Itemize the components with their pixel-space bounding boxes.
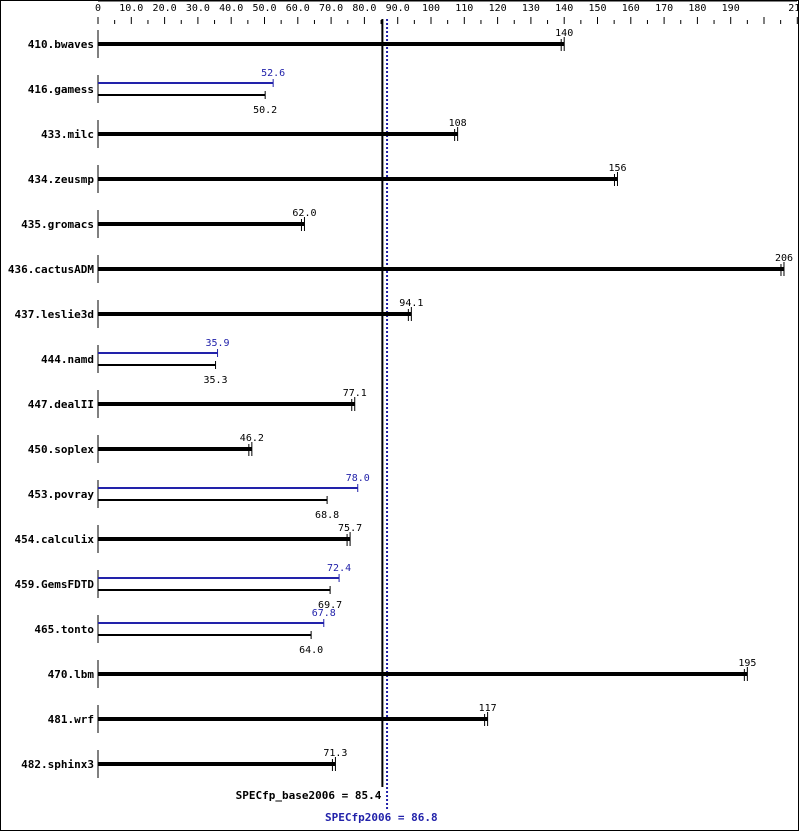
x-tick-label: 30.0: [186, 3, 210, 14]
base-value-label: 46.2: [240, 433, 264, 444]
peak-value-label: 78.0: [346, 473, 370, 484]
base-value-label: 35.3: [204, 375, 228, 386]
base-value-label: 75.7: [338, 523, 362, 534]
base-value-label: 156: [608, 163, 626, 174]
benchmark-label: 444.namd: [41, 353, 94, 366]
x-tick-label: 10.0: [119, 3, 143, 14]
x-tick-label: 80.0: [352, 3, 376, 14]
benchmark-label: 434.zeusmp: [28, 173, 95, 186]
base-value-label: 77.1: [343, 388, 367, 399]
benchmark-label: 482.sphinx3: [21, 758, 94, 771]
benchmark-label: 481.wrf: [48, 713, 94, 726]
x-tick-label: 160: [622, 3, 640, 14]
base-value-label: 117: [479, 703, 497, 714]
benchmark-label: 450.soplex: [28, 443, 95, 456]
x-tick-label: 20.0: [153, 3, 177, 14]
benchmark-label: 416.gamess: [28, 83, 94, 96]
x-tick-label: 70.0: [319, 3, 343, 14]
benchmark-label: 453.povray: [28, 488, 95, 501]
peak-value-label: 52.6: [261, 68, 285, 79]
peak-value-label: 72.4: [327, 563, 351, 574]
base-value-label: 140: [555, 28, 573, 39]
x-tick-label: 190: [722, 3, 740, 14]
x-tick-label: 110: [455, 3, 473, 14]
x-tick-label: 40.0: [219, 3, 243, 14]
x-tick-label: 180: [688, 3, 706, 14]
benchmark-label: 435.gromacs: [21, 218, 94, 231]
base-value-label: 64.0: [299, 645, 323, 656]
benchmark-label: 433.milc: [41, 128, 94, 141]
base-value-label: 62.0: [292, 208, 316, 219]
base-value-label: 69.7: [318, 600, 342, 611]
benchmark-label: 410.bwaves: [28, 38, 94, 51]
benchmark-label: 470.lbm: [48, 668, 95, 681]
base-value-label: 195: [738, 658, 756, 669]
peak-value-label: 35.9: [206, 338, 230, 349]
benchmark-label: 437.leslie3d: [15, 308, 94, 321]
base-summary-label: SPECfp_base2006 = 85.4: [236, 789, 382, 802]
benchmark-label: 465.tonto: [34, 623, 94, 636]
x-tick-label: 150: [588, 3, 606, 14]
x-tick-label: 130: [522, 3, 540, 14]
base-value-label: 50.2: [253, 105, 277, 116]
benchmark-label: 436.cactusADM: [8, 263, 94, 276]
x-tick-label: 0: [95, 3, 101, 14]
peak-value-label: 67.8: [312, 608, 336, 619]
x-tick-label: 140: [555, 3, 573, 14]
x-tick-label: 90.0: [386, 3, 410, 14]
benchmark-label: 447.dealII: [28, 398, 94, 411]
base-value-label: 68.8: [315, 510, 339, 521]
benchmark-label: 454.calculix: [15, 533, 95, 546]
x-tick-label: 50.0: [252, 3, 276, 14]
base-value-label: 71.3: [323, 748, 347, 759]
x-tick-label: 120: [489, 3, 507, 14]
x-tick-label: 210: [788, 3, 798, 14]
x-tick-label: 170: [655, 3, 673, 14]
x-tick-label: 100: [422, 3, 440, 14]
base-value-label: 108: [449, 118, 467, 129]
benchmark-label: 459.GemsFDTD: [15, 578, 95, 591]
base-value-label: 94.1: [399, 298, 423, 309]
base-value-label: 206: [775, 253, 793, 264]
peak-summary-label: SPECfp2006 = 86.8: [325, 811, 438, 824]
x-tick-label: 60.0: [286, 3, 310, 14]
